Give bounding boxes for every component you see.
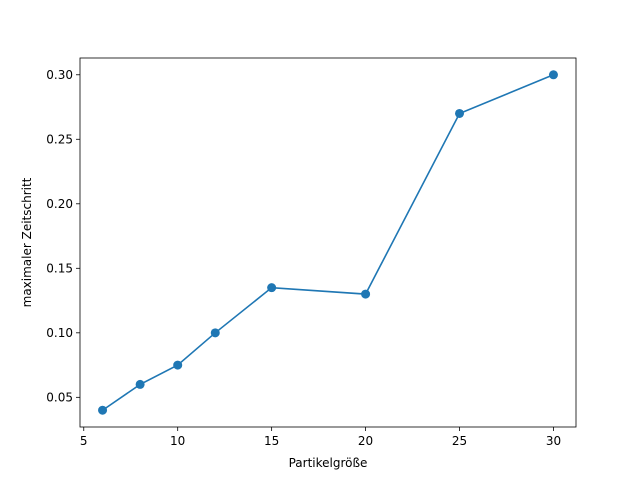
x-axis-label: Partikelgröße	[289, 456, 368, 470]
data-point	[98, 405, 108, 415]
data-point	[361, 289, 371, 299]
y-tick-label: 0.20	[46, 197, 73, 211]
x-tick-label: 20	[358, 434, 373, 448]
y-axis-ticks: 0.05 0.10 0.15 0.20 0.25 0.30	[46, 68, 80, 404]
x-tick-label: 25	[452, 434, 467, 448]
series-line	[102, 74, 554, 411]
y-axis-label: maximaler Zeitschritt	[20, 177, 34, 307]
y-tick-label: 0.25	[46, 132, 73, 146]
y-tick-label: 0.10	[46, 326, 73, 340]
x-tick-label: 15	[264, 434, 279, 448]
data-point	[135, 379, 145, 389]
data-point	[173, 360, 183, 370]
series-layer	[98, 70, 558, 415]
x-tick-label: 5	[80, 434, 88, 448]
x-tick-label: 30	[546, 434, 561, 448]
data-point	[267, 283, 277, 293]
y-tick-label: 0.15	[46, 261, 73, 275]
y-tick-label: 0.30	[46, 68, 73, 82]
x-axis-ticks: 5 10 15 20 25 30	[80, 427, 561, 448]
data-point	[210, 328, 220, 338]
data-point	[455, 108, 465, 118]
y-tick-label: 0.05	[46, 390, 73, 404]
x-tick-label: 10	[170, 434, 185, 448]
plot-frame	[79, 57, 577, 428]
data-point	[548, 70, 558, 80]
